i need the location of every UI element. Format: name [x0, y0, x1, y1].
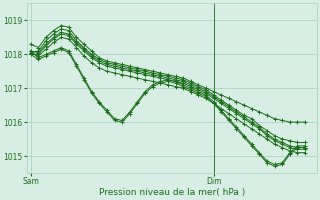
X-axis label: Pression niveau de la mer( hPa ): Pression niveau de la mer( hPa ) [99, 188, 245, 197]
